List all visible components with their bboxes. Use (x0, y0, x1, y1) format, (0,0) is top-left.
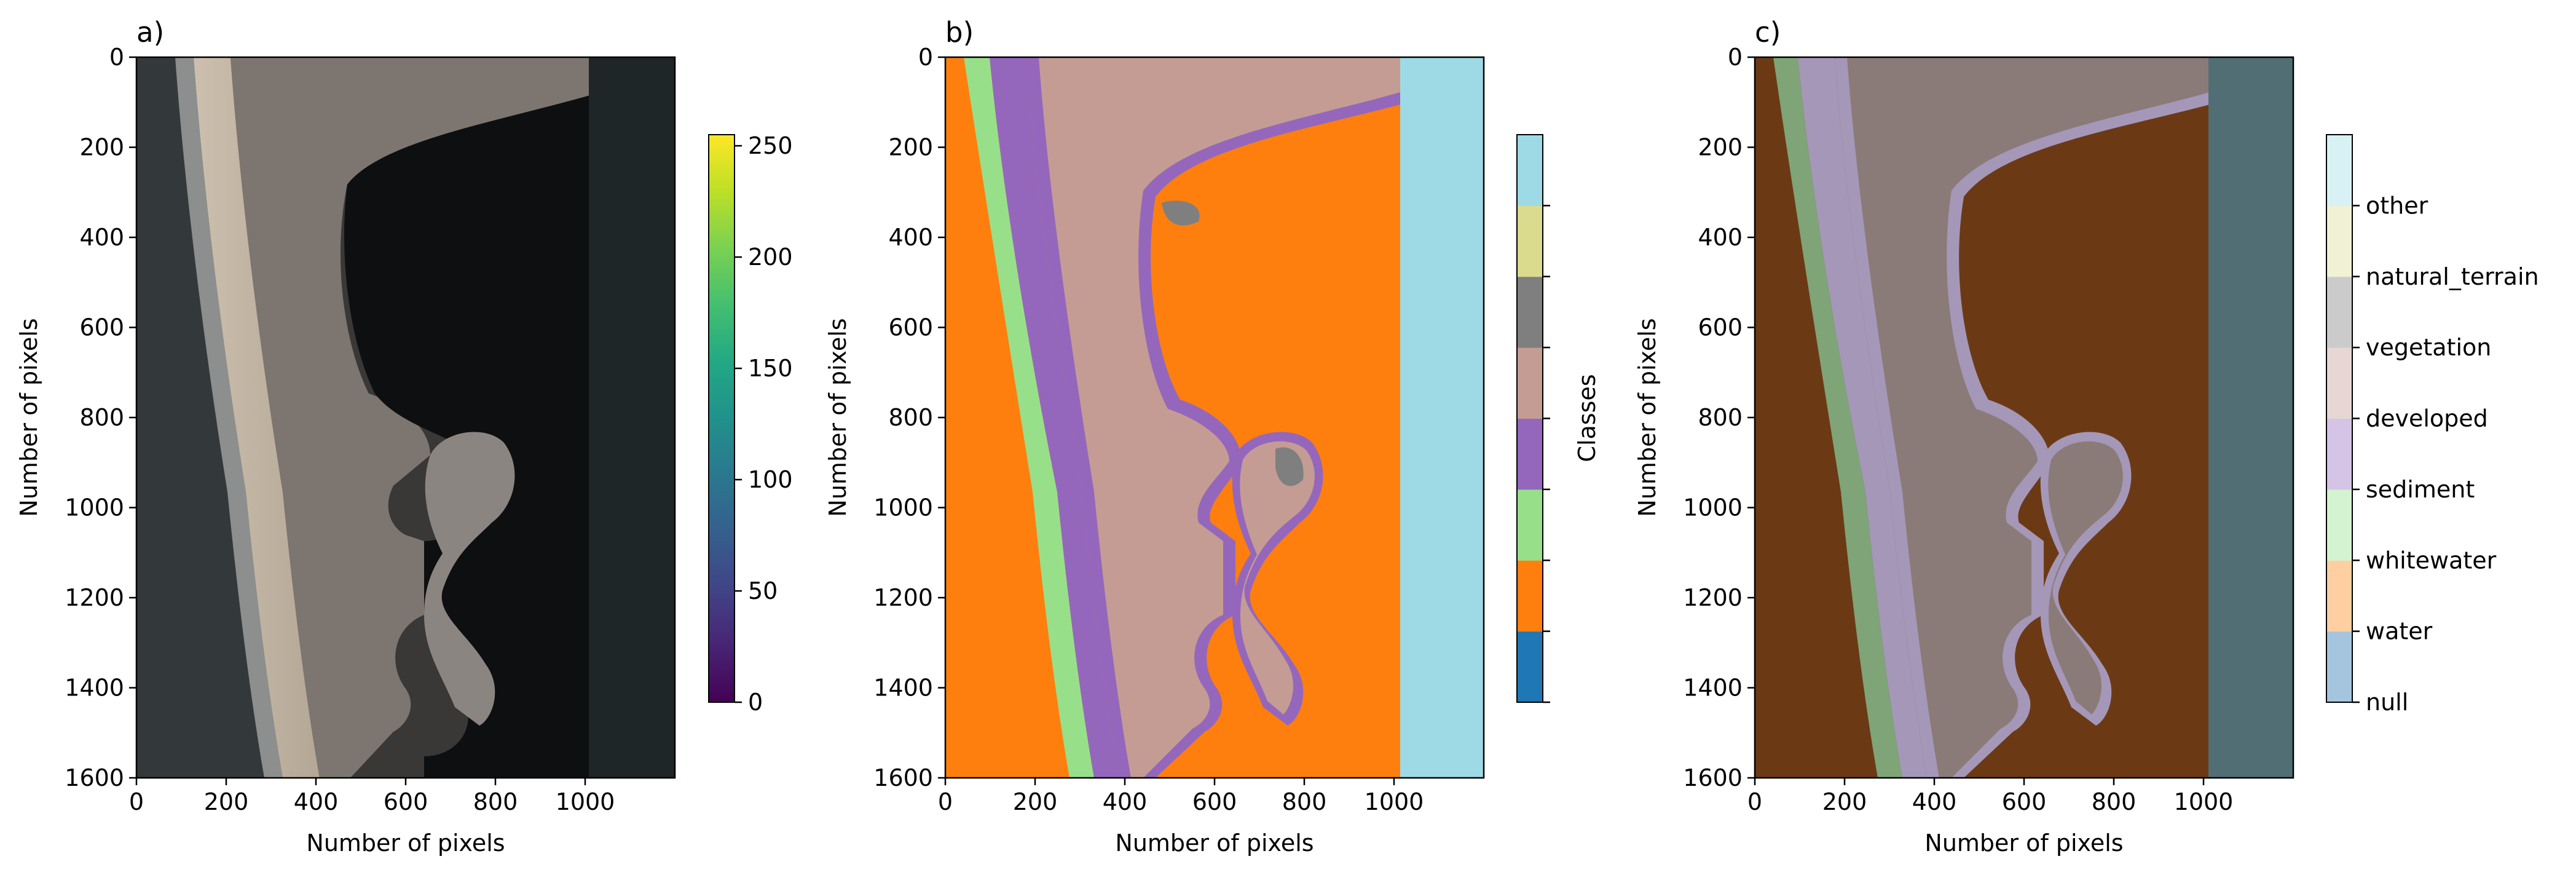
panel-c-image (1755, 57, 2293, 778)
y-tick-label: 400 (1698, 224, 1743, 251)
colorbar-tick-label: 0 (748, 689, 763, 716)
x-tick-label: 1000 (1365, 788, 1424, 815)
colorbar-segment (2326, 489, 2352, 561)
y-tick-label: 1000 (65, 494, 124, 521)
colorbar-tick-label: 200 (748, 243, 793, 271)
panel-c: c) 0 200 400 600 800 1000 0 200 400 600 800 1000 120… (1634, 16, 2539, 857)
colorbar-class-label: developed (2366, 405, 2488, 432)
panel-c-label: c) (1755, 16, 1781, 49)
colorbar-segment (1517, 347, 1543, 419)
panel-c-axes: 0 200 400 600 800 1000 0 200 400 600 800 1000 1200 14… (1683, 44, 2233, 815)
colorbar-segment (1517, 631, 1543, 703)
colorbar-class-label: water (2366, 618, 2433, 645)
panel-c-xlabel: Number of pixels (1924, 829, 2123, 857)
panel-a: a) 0 200 400 600 800 100002004006008001000120… (15, 16, 793, 857)
panel-b-colorbar (1516, 134, 1550, 703)
panel-b: b) 0 200 400 600 800 1000 0 200 400 600 800 1000 120… (824, 16, 1601, 857)
panel-a-colorbar-ticks: 0 50 100 150 200 250 (735, 132, 793, 716)
colorbar-tick-label: 150 (748, 355, 793, 382)
y-tick-label: 1600 (65, 764, 124, 791)
x-tick-label: 800 (2092, 788, 2137, 815)
y-tick-label: 400 (79, 224, 124, 251)
x-tick-label: 600 (2002, 788, 2047, 815)
y-tick-label: 600 (888, 314, 933, 341)
y-tick-label: 1000 (1683, 494, 1743, 521)
panel-a-label: a) (136, 16, 164, 49)
x-tick-label: 1000 (556, 788, 615, 815)
y-tick-label: 200 (888, 134, 933, 161)
panel-b-xlabel: Number of pixels (1115, 829, 1314, 857)
panel-a-axes: 0 200 400 600 800 1000 0 200 400 600 800 1000 1200 14… (65, 44, 615, 815)
y-tick-label: 1200 (65, 584, 124, 611)
colorbar-class-label: whitewater (2366, 547, 2497, 574)
colorbar-segment (1517, 205, 1543, 277)
panel-c-colorbar: null water whitewater sediment developed vege… (2326, 134, 2539, 716)
x-tick-label: 200 (1013, 788, 1058, 815)
colorbar-class-label: null (2366, 689, 2408, 716)
x-tick-label: 400 (1912, 788, 1957, 815)
colorbar-class-label: sediment (2366, 476, 2475, 503)
colorbar-tick-label: 50 (748, 577, 778, 604)
colorbar-segment (2326, 560, 2352, 632)
colorbar-class-label: vegetation (2366, 334, 2491, 361)
panel-b-colorbar-label: Classes (1574, 374, 1601, 462)
y-tick-label: 1400 (1683, 675, 1743, 702)
colorbar-class-label: other (2366, 192, 2428, 219)
colorbar-segment (1517, 489, 1543, 561)
panel-a-colorbar (708, 134, 735, 703)
y-tick-label: 800 (79, 404, 124, 431)
y-tick-label: 1400 (65, 675, 124, 702)
panel-b-label: b) (945, 16, 974, 49)
y-tick-label: 1200 (873, 584, 933, 611)
colorbar-tick-label: 100 (748, 466, 793, 493)
x-tick-label: 400 (294, 788, 339, 815)
panel-b-image (945, 57, 1484, 778)
y-tick-label: 600 (1698, 314, 1743, 341)
y-tick-label: 200 (79, 134, 124, 161)
y-tick-label: 1600 (1683, 764, 1743, 791)
x-tick-label: 400 (1103, 788, 1148, 815)
y-tick-label: 200 (1698, 134, 1743, 161)
y-tick-label: 0 (1728, 44, 1743, 71)
x-tick-label: 1000 (2174, 788, 2234, 815)
colorbar-segment (2326, 631, 2352, 703)
colorbar-segment (2326, 347, 2352, 419)
x-tick-label: 0 (1747, 788, 1762, 815)
colorbar-segment (2326, 135, 2352, 206)
panel-a-image (136, 57, 675, 778)
colorbar-class-label: natural_terrain (2366, 263, 2539, 290)
panel-c-ylabel: Number of pixels (1634, 318, 1661, 517)
colorbar-segment (2326, 418, 2352, 490)
x-tick-label: 800 (473, 788, 518, 815)
y-tick-label: 1000 (873, 494, 933, 521)
y-tick-label: 1200 (1683, 584, 1743, 611)
colorbar-segment (2326, 205, 2352, 277)
y-tick-label: 0 (918, 44, 933, 71)
y-tick-label: 0 (109, 44, 124, 71)
colorbar-segment (1517, 560, 1543, 632)
y-tick-label: 1600 (873, 764, 933, 791)
colorbar-segment (1517, 418, 1543, 490)
x-tick-label: 0 (129, 788, 144, 815)
x-tick-label: 600 (1192, 788, 1237, 815)
x-tick-label: 800 (1282, 788, 1327, 815)
x-tick-label: 200 (1822, 788, 1867, 815)
colorbar-segment (2326, 276, 2352, 348)
panel-b-ylabel: Number of pixels (824, 318, 851, 517)
y-tick-label: 600 (79, 314, 124, 341)
panel-b-axes: 0 200 400 600 800 1000 0 200 400 600 800 1000 1200 14… (873, 44, 1424, 815)
x-tick-label: 600 (384, 788, 428, 815)
y-tick-label: 800 (888, 404, 933, 431)
x-tick-label: 0 (938, 788, 953, 815)
y-tick-label: 800 (1698, 404, 1743, 431)
panel-a-xlabel: Number of pixels (306, 829, 505, 857)
colorbar-segment (1517, 135, 1543, 206)
y-tick-label: 400 (888, 224, 933, 251)
y-tick-label: 1400 (873, 675, 933, 702)
panel-a-ylabel: Number of pixels (15, 318, 42, 517)
colorbar-segment (1517, 276, 1543, 348)
x-tick-label: 200 (204, 788, 249, 815)
colorbar-tick-label: 250 (748, 132, 793, 159)
